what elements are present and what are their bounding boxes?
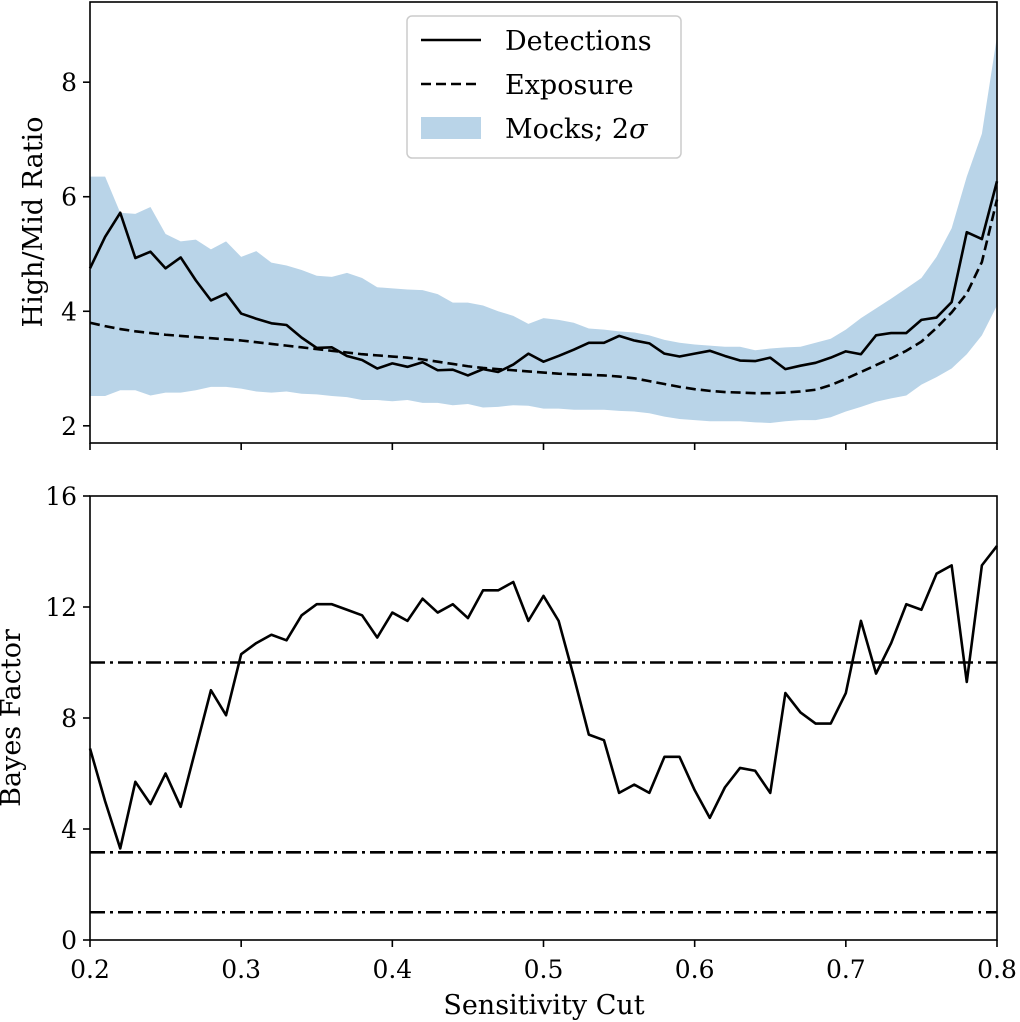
- legend-label-mocks-text: Mocks; 2: [505, 114, 629, 145]
- bottom-y-ticks: 0 4 8 12 16: [45, 482, 90, 955]
- top-y-axis-label: High/Mid Ratio: [18, 117, 49, 328]
- top-y-ticks: 2 4 6 8: [61, 68, 90, 441]
- bottom-plot-area: [88, 545, 999, 914]
- bottom-x-axis-label: Sensitivity Cut: [443, 990, 644, 1021]
- y-tick-label: 0: [61, 926, 77, 955]
- legend-label-mocks-sigma: σ: [629, 114, 649, 145]
- legend-entry-mocks: Mocks; 2σ: [421, 114, 649, 145]
- bottom-y-axis-label: Bayes Factor: [0, 629, 27, 807]
- legend-entry-exposure: Exposure: [421, 70, 634, 101]
- x-tick-label: 0.6: [675, 955, 715, 984]
- x-tick-label: 0.3: [221, 955, 261, 984]
- top-plot-area: [88, 36, 999, 423]
- legend: Detections Exposure Mocks; 2σ: [406, 15, 682, 159]
- top-x-ticks: [89, 443, 998, 450]
- legend-label-detections: Detections: [505, 26, 652, 57]
- series-line-bayes-factor: [88, 545, 999, 850]
- legend-label-exposure: Exposure: [505, 70, 634, 101]
- top-panel: 2 4 6 8 High/Mid Ratio Detections Exposure …: [18, 1, 999, 450]
- y-tick-label: 16: [45, 482, 77, 511]
- y-tick-label: 12: [45, 593, 77, 622]
- x-tick-label: 0.8: [977, 955, 1017, 984]
- y-tick-label: 4: [61, 815, 77, 844]
- legend-band-swatch: [421, 117, 481, 139]
- y-tick-label: 8: [61, 68, 77, 97]
- x-tick-label: 0.4: [372, 955, 412, 984]
- mocks-2sigma-band: [90, 36, 997, 423]
- series-line-exposure: [89, 199, 999, 395]
- series-line-detections: [88, 180, 999, 377]
- x-tick-label: 0.7: [826, 955, 866, 984]
- y-tick-label: 2: [61, 412, 77, 441]
- x-tick-label: 0.2: [70, 955, 110, 984]
- y-tick-label: 6: [61, 183, 77, 212]
- y-tick-label: 4: [61, 297, 77, 326]
- legend-label-mocks: Mocks; 2σ: [505, 114, 649, 145]
- legend-entry-detections: Detections: [421, 26, 652, 57]
- y-tick-label: 8: [61, 704, 77, 733]
- bottom-panel: 0 4 8 12 16 0.2 0.3 0.4 0.5 0.6 0.7 0.8 Bayes Fact…: [0, 482, 1017, 1021]
- x-tick-label: 0.5: [524, 955, 564, 984]
- bottom-x-ticks: 0.2 0.3 0.4 0.5 0.6 0.7 0.8: [70, 940, 1017, 984]
